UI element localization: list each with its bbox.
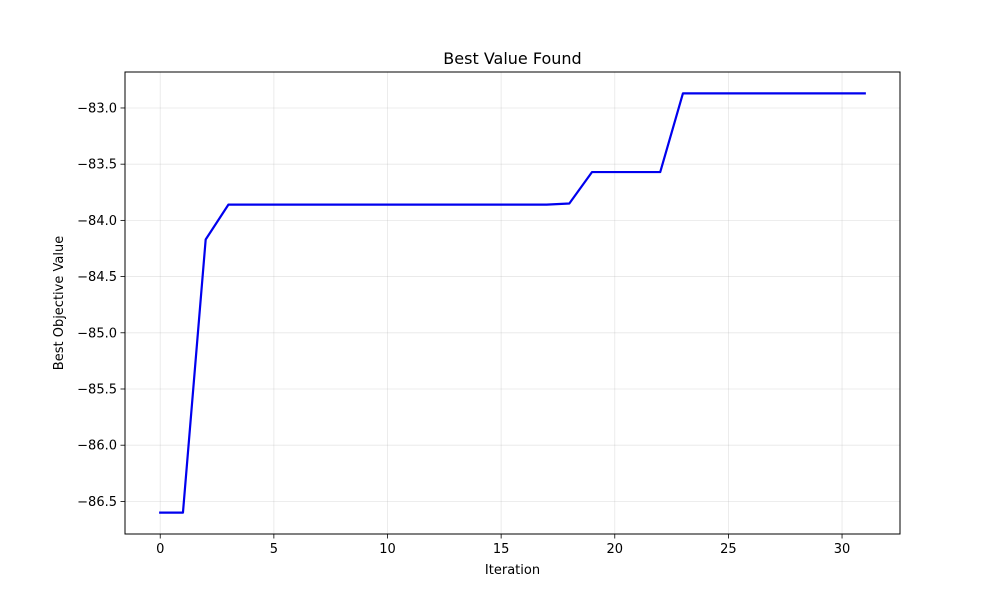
x-tick-label: 25 bbox=[720, 542, 737, 557]
series-line-0 bbox=[159, 92, 866, 514]
series-layer bbox=[159, 92, 866, 514]
y-tick-label: −84.5 bbox=[77, 270, 117, 285]
x-tick-label: 5 bbox=[270, 542, 278, 557]
y-tick-label: −86.0 bbox=[77, 439, 117, 454]
y-tick-label: −85.5 bbox=[77, 382, 117, 397]
y-tick-label: −83.5 bbox=[77, 158, 117, 173]
plot-frame bbox=[124, 71, 901, 535]
x-tick-label: 0 bbox=[156, 542, 164, 557]
y-tick-label: −85.0 bbox=[77, 326, 117, 341]
x-tick-label: 15 bbox=[493, 542, 510, 557]
x-axis-ticks: 0 5 10 15 20 25 30 bbox=[156, 534, 850, 557]
grid-lines bbox=[125, 72, 900, 534]
y-axis-ticks: −86.5 −86.0 −85.5 −85.0 −84.5 −84.0 −83.5 −83.0 bbox=[77, 101, 125, 510]
y-axis-label: Best Objective Value bbox=[52, 236, 67, 370]
y-tick-label: −86.5 bbox=[77, 495, 117, 510]
x-tick-label: 10 bbox=[379, 542, 396, 557]
chart-title: Best Value Found bbox=[443, 49, 581, 68]
x-tick-label: 20 bbox=[606, 542, 623, 557]
x-axis-label: Iteration bbox=[485, 563, 540, 578]
y-tick-label: −84.0 bbox=[77, 214, 117, 229]
y-tick-label: −83.0 bbox=[77, 101, 117, 116]
x-tick-label: 30 bbox=[834, 542, 851, 557]
